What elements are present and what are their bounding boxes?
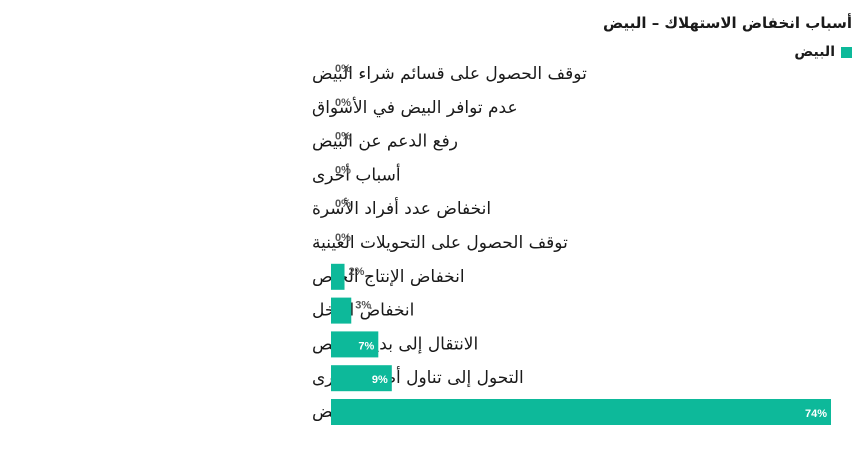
bar	[331, 331, 379, 358]
value-label: 7%	[358, 340, 374, 352]
legend: البيض	[794, 44, 852, 60]
value-label: 0%	[335, 232, 351, 244]
value-label: 0%	[335, 97, 351, 109]
category-label: عدم توافر البيض في الأسواق	[312, 97, 518, 118]
category-label: توقف الحصول على التحويلات العينية	[312, 233, 568, 253]
bar	[331, 365, 392, 392]
value-label: 9%	[372, 374, 388, 386]
value-label: 3%	[355, 300, 371, 312]
legend-swatch	[841, 46, 852, 58]
category-label: أسباب أخرى	[312, 163, 401, 185]
chart-title: أسباب انخفاض الاستهلاك – البيض	[602, 14, 852, 32]
category-label: توقف الحصول على قسائم شراء البيض	[312, 64, 587, 84]
value-label: 0%	[335, 63, 351, 75]
value-label: 74%	[805, 408, 827, 420]
bar	[331, 297, 352, 324]
category-label: رفع الدعم عن البيض	[312, 132, 458, 152]
legend-label: البيض	[794, 44, 835, 60]
value-label: 0%	[335, 131, 351, 143]
value-label: 0%	[335, 164, 351, 176]
bar	[331, 263, 345, 290]
value-label: 2%	[349, 266, 365, 278]
category-label: انخفاض عدد أفراد الأسرة	[312, 197, 491, 219]
category-label: انخفاض الإنتاج الخاص	[312, 267, 465, 287]
bar	[331, 399, 831, 425]
value-label: 0%	[335, 198, 351, 210]
